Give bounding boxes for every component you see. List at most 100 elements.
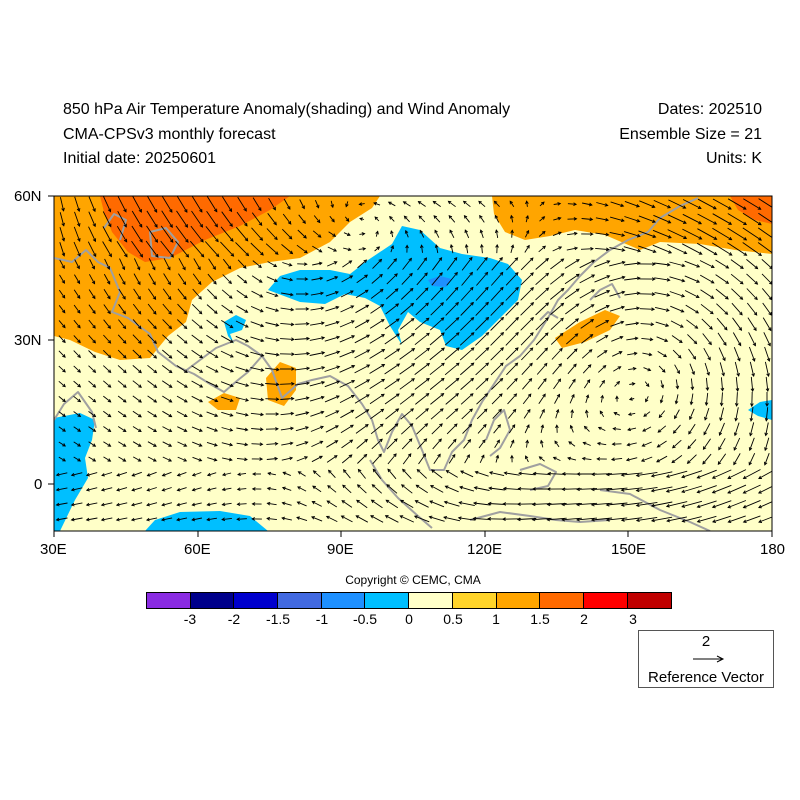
wind-arrow-head (182, 266, 186, 271)
wind-arrow-head (682, 220, 687, 224)
wind-arrow-head (183, 458, 188, 462)
wind-arrow-head (335, 425, 339, 429)
wind-arrow-head (591, 472, 595, 477)
wind-arrow-head (115, 517, 120, 522)
wind-arrow (609, 306, 625, 312)
wind-arrow (636, 501, 658, 507)
wind-arrow (163, 273, 171, 285)
wind-arrow-head (393, 258, 398, 262)
wind-arrow (132, 426, 142, 432)
wind-arrow (712, 484, 732, 494)
wind-arrow-head (76, 223, 81, 227)
wind-arrow-head (509, 200, 514, 205)
wind-arrow (177, 502, 187, 506)
wind-arrow-head (370, 515, 374, 519)
wind-arrow (372, 259, 382, 269)
wind-arrow-head (651, 204, 656, 208)
wind-arrow-head (182, 281, 187, 286)
wind-arrow (237, 259, 247, 269)
wind-arrow (636, 516, 658, 522)
wind-arrow-head (605, 247, 610, 252)
wind-arrow (192, 441, 202, 447)
wind-arrow-head (260, 338, 265, 343)
wind-arrow (370, 289, 384, 299)
wind-arrow (58, 396, 66, 402)
wind-arrow (354, 319, 370, 329)
wind-arrow-head (605, 487, 610, 492)
wind-arrow (429, 347, 445, 361)
wind-arrow-head (709, 326, 713, 330)
wind-arrow (522, 393, 532, 405)
wind-arrow (177, 426, 187, 432)
wind-arrow (657, 440, 667, 448)
wind-arrow (327, 485, 337, 493)
wind-arrow-head (545, 257, 550, 262)
wind-arrow (88, 211, 96, 227)
wind-arrow (553, 217, 561, 221)
wind-arrow (523, 409, 531, 419)
wind-arrow (669, 261, 685, 267)
wind-arrow (460, 287, 474, 301)
wind-arrow-head (479, 214, 483, 219)
wind-arrow (343, 469, 351, 479)
wind-arrow-head (575, 259, 580, 263)
wind-arrow-head (334, 440, 339, 444)
wind-arrow-head (464, 229, 468, 234)
wind-arrow (509, 440, 515, 448)
wind-arrow-head (342, 484, 346, 489)
wind-arrow-head (531, 502, 536, 507)
wind-arrow-head (576, 517, 580, 522)
wind-arrow-head (161, 473, 166, 477)
wind-arrow-head (336, 380, 341, 384)
wind-arrow-head (266, 486, 271, 491)
wind-arrow-head (287, 220, 292, 225)
wind-arrow (525, 455, 529, 463)
wind-arrow-head (230, 238, 234, 242)
wind-arrow (390, 230, 394, 238)
wind-arrow (568, 379, 576, 389)
wind-arrow-head (439, 287, 444, 291)
colorbar-label: 3 (629, 611, 637, 627)
wind-arrow (595, 247, 609, 251)
wind-arrow (749, 361, 755, 377)
wind-arrow-head (627, 412, 632, 416)
wind-arrow-head (122, 399, 127, 403)
wind-arrow-head (559, 347, 563, 352)
wind-arrow-head (723, 326, 728, 331)
wind-arrow-head (221, 472, 226, 477)
wind-arrow-head (296, 516, 300, 520)
wind-arrow (355, 515, 369, 523)
wind-arrow (176, 380, 188, 388)
wind-arrow (670, 305, 684, 313)
wind-arrow-head (137, 310, 142, 315)
x-tick-90e: 90E (327, 541, 354, 558)
wind-arrow-head (605, 232, 610, 237)
wind-arrow-head (365, 319, 370, 324)
wind-arrow-head (635, 321, 640, 326)
wind-arrow-head (612, 426, 617, 431)
wind-arrow-head (92, 325, 96, 329)
wind-arrow (682, 516, 702, 522)
wind-arrow (609, 216, 625, 222)
wind-arrow-head (290, 307, 295, 312)
wind-arrow-head (305, 321, 310, 326)
wind-arrow (177, 288, 187, 300)
wind-arrow-head (439, 408, 444, 412)
wind-arrow-head (518, 471, 522, 476)
wind-arrow-head (672, 444, 676, 449)
wind-arrow (535, 287, 549, 301)
wind-arrow-head (681, 504, 686, 508)
wind-arrow (117, 334, 127, 344)
wind-arrow (117, 210, 127, 228)
wind-arrow-head (711, 504, 716, 509)
wind-arrow-head (455, 362, 460, 367)
wind-arrow-head (620, 320, 625, 325)
wind-arrow-head (767, 327, 772, 332)
wind-arrow-head (719, 402, 724, 407)
wind-arrow-head (434, 244, 439, 248)
wind-arrow-head (365, 304, 370, 309)
wind-arrow-head (394, 288, 399, 292)
wind-arrow (309, 381, 325, 387)
wind-arrow (282, 213, 292, 225)
wind-arrow (463, 200, 471, 208)
